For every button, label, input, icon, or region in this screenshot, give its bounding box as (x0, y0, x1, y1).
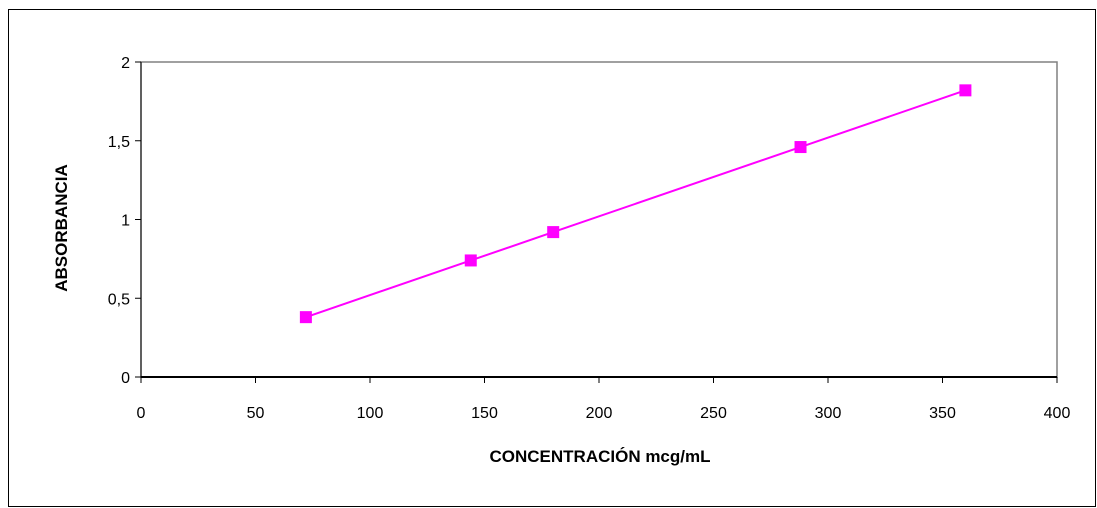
plot-area (140, 61, 1058, 378)
data-point-marker (464, 254, 477, 267)
x-tick-label: 350 (929, 405, 956, 422)
y-tick-label: 1 (121, 213, 130, 230)
x-tick-label: 300 (815, 405, 842, 422)
x-axis-ticks: 0 50 100 150 200 250 300 350 400 (137, 377, 1071, 422)
x-axis-title: CONCENTRACIÓN mcg/mL (489, 447, 710, 466)
x-tick-label: 50 (247, 405, 265, 422)
y-tick-label: 0 (121, 370, 130, 387)
x-tick-label: 0 (137, 405, 146, 422)
data-point-marker (299, 311, 312, 324)
x-tick-label: 100 (357, 405, 384, 422)
x-tick-label: 150 (471, 405, 498, 422)
y-axis-title: ABSORBANCIA (52, 164, 71, 292)
data-point-marker (959, 84, 972, 97)
x-tick-label: 400 (1044, 405, 1071, 422)
x-tick-label: 250 (700, 405, 727, 422)
y-axis-ticks: 0 0,5 1 1,5 2 (108, 55, 141, 387)
data-point-marker (547, 226, 560, 239)
series-1 (299, 84, 972, 324)
y-tick-label: 2 (121, 55, 130, 72)
data-point-marker (794, 141, 807, 154)
x-tick-label: 200 (586, 405, 613, 422)
y-tick-label: 0,5 (108, 291, 130, 308)
y-tick-label: 1,5 (108, 134, 130, 151)
